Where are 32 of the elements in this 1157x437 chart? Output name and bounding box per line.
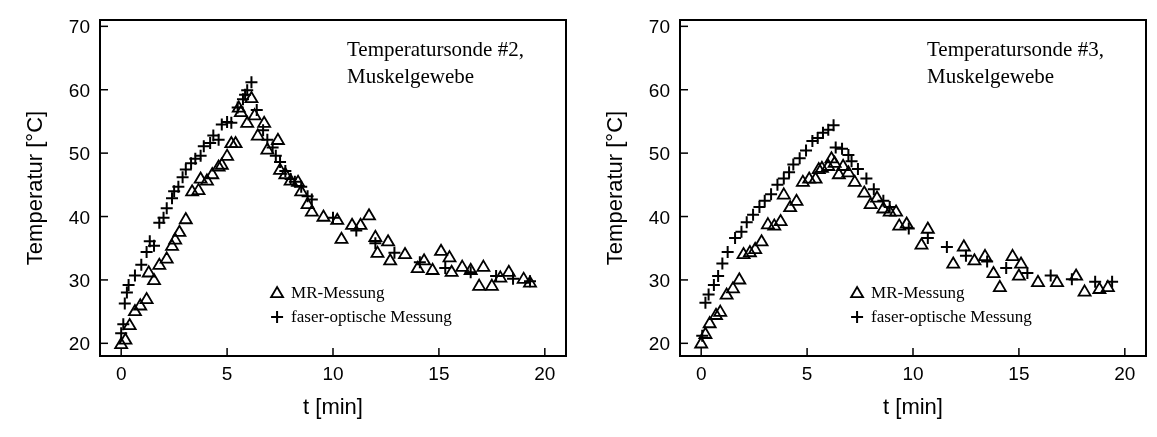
- annotation: Temperatursonde #3, Muskelgewebe: [926, 37, 1104, 88]
- x-tick-label: 10: [902, 363, 924, 384]
- x-tick-label: 20: [1114, 363, 1136, 384]
- y-tick-label: 20: [648, 333, 670, 355]
- x-tick-label: 20: [534, 363, 556, 384]
- legend-label: MR-Messung: [291, 283, 386, 302]
- x-axis-title: t [min]: [303, 394, 363, 419]
- x-tick-label: 5: [801, 363, 813, 384]
- y-tick-label: 50: [648, 143, 670, 165]
- y-tick-label: 20: [68, 333, 90, 355]
- y-tick-label: 70: [68, 16, 90, 38]
- x-axis-title: t [min]: [883, 394, 943, 419]
- y-tick-label: 30: [68, 269, 90, 291]
- x-tick-label: 15: [428, 363, 450, 384]
- y-axis-title: Temperatur [°C]: [602, 110, 627, 266]
- annotation: Temperatursonde #2, Muskelgewebe: [346, 37, 524, 88]
- y-tick-label: 40: [68, 206, 90, 228]
- legend-label: faser-optische Messung: [871, 307, 1033, 326]
- y-axis-title: Temperatur [°C]: [22, 110, 47, 266]
- x-tick-label: 0: [695, 363, 707, 384]
- x-tick-label: 15: [1008, 363, 1030, 384]
- y-tick-label: 60: [648, 79, 670, 101]
- y-tick-label: 30: [648, 269, 670, 291]
- x-tick-label: 10: [322, 363, 344, 384]
- y-tick-label: 50: [68, 143, 90, 165]
- legend-label: MR-Messung: [871, 283, 966, 302]
- y-tick-label: 70: [648, 16, 670, 38]
- legend-label: faser-optische Messung: [291, 307, 453, 326]
- y-tick-label: 40: [648, 206, 670, 228]
- y-tick-label: 60: [68, 79, 90, 101]
- x-tick-label: 5: [221, 363, 233, 384]
- x-tick-label: 0: [115, 363, 127, 384]
